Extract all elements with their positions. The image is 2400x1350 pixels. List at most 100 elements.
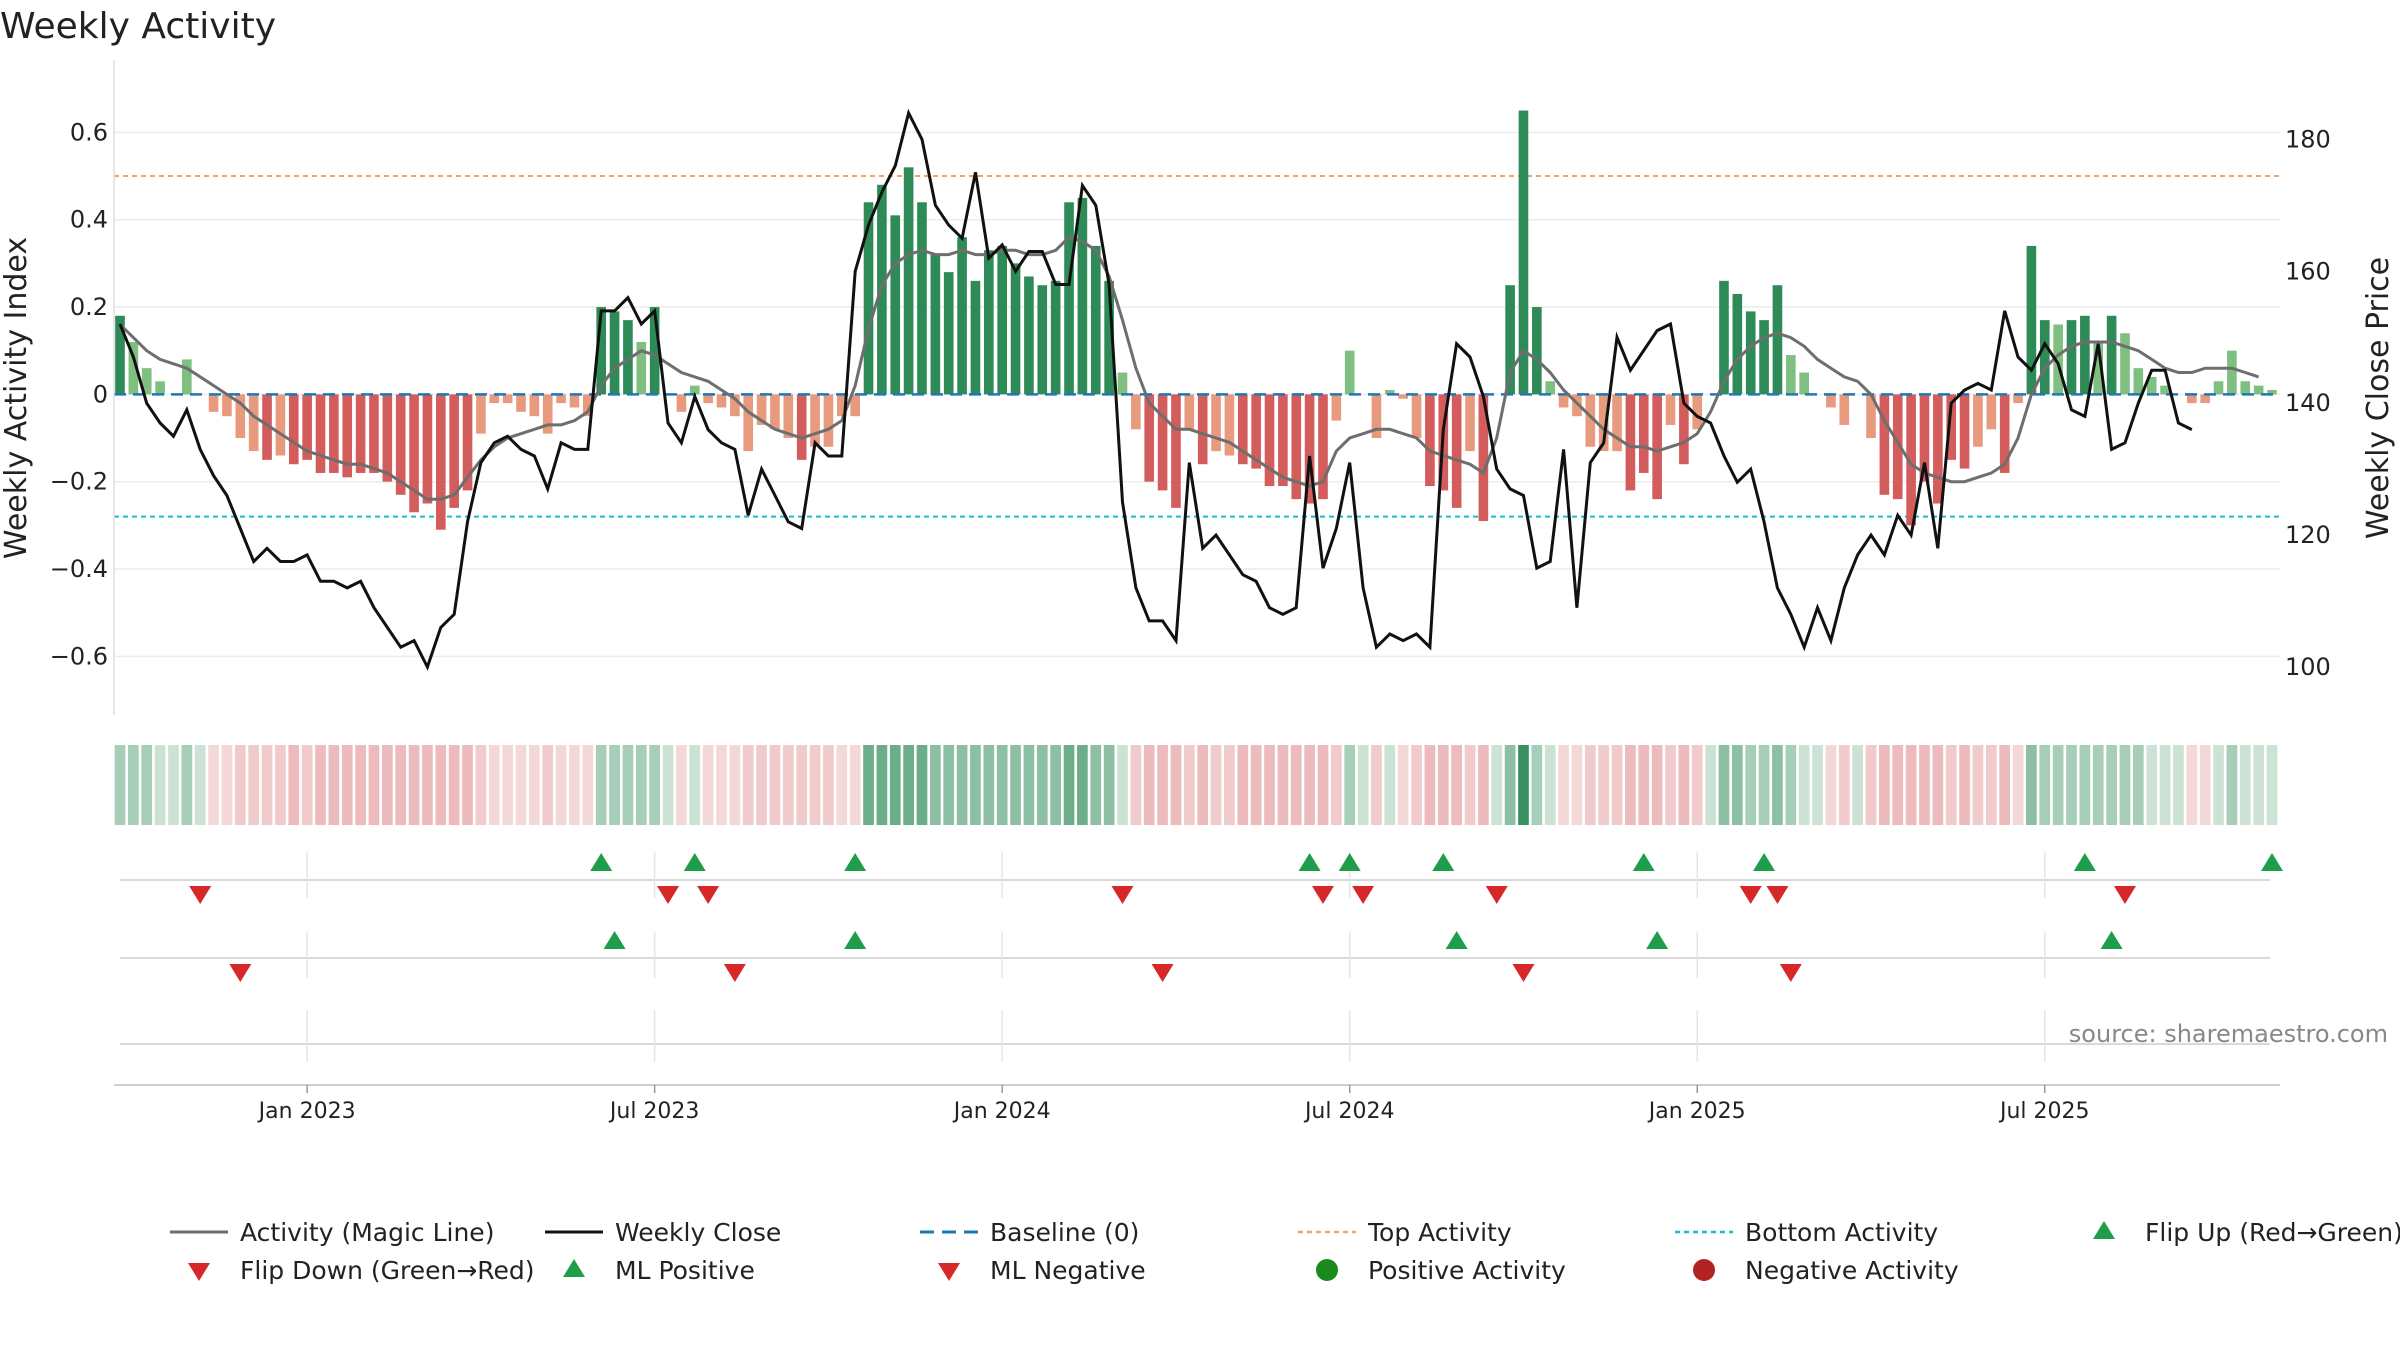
activity-bar — [1398, 394, 1408, 399]
heat-cell — [1411, 745, 1422, 825]
activity-bar — [1665, 394, 1676, 425]
activity-bar — [770, 394, 780, 430]
activity-bar — [182, 359, 192, 395]
heat-cell — [1010, 745, 1021, 825]
flip-down-legend-label: Flip Down (Green→Red) — [240, 1256, 535, 1285]
flip-down-marker — [1111, 886, 1134, 904]
heat-cell — [622, 745, 634, 825]
heat-cell — [1130, 745, 1142, 825]
heat-cell — [2253, 745, 2264, 825]
activity-bar — [1532, 307, 1542, 395]
x-tick-label: Jan 2025 — [1647, 1099, 1746, 1124]
legend-item-flip-up: Flip Up (Red→Green) — [2093, 1218, 2400, 1247]
activity-bar — [743, 394, 754, 452]
activity-bar — [208, 394, 219, 412]
left-tick-label: −0.2 — [50, 468, 108, 496]
heat-cell — [809, 745, 821, 825]
heat-cell — [1558, 745, 1569, 825]
activity-bar — [1906, 394, 1916, 526]
activity-bar — [1652, 394, 1662, 500]
heat-cell — [635, 745, 647, 825]
heat-cell — [796, 745, 808, 825]
activity-bar — [783, 394, 794, 439]
activity-bar — [1278, 394, 1288, 487]
heat-cell — [1277, 745, 1289, 825]
heat-cell — [341, 745, 353, 825]
heat-cell — [2119, 745, 2131, 825]
heat-cell — [288, 745, 300, 825]
activity-bar — [2240, 381, 2251, 395]
heat-cell — [1050, 745, 1061, 825]
heat-cell — [462, 745, 473, 825]
x-tick-label: Jul 2023 — [608, 1099, 700, 1124]
heat-cell — [1250, 745, 1262, 825]
activity-bar — [222, 394, 232, 417]
activity-bar — [730, 394, 740, 417]
heat-cell — [983, 745, 995, 825]
left-tick-label: 0.4 — [70, 206, 108, 234]
activity-bar — [115, 315, 125, 395]
heat-cell — [1705, 745, 1716, 825]
activity-bar — [970, 280, 981, 395]
heat-cell — [1865, 745, 1877, 825]
heat-cell — [502, 745, 513, 825]
heat-cell — [742, 745, 754, 825]
activity-bar — [1184, 394, 1195, 430]
heat-cell — [194, 745, 206, 825]
activity-bar — [756, 394, 767, 425]
heat-cell — [422, 745, 433, 825]
x-tick-label: Jan 2024 — [952, 1099, 1051, 1124]
baseline-legend-label: Baseline (0) — [990, 1218, 1139, 1247]
activity-bar — [1518, 110, 1529, 395]
heat-cell — [515, 745, 527, 825]
heat-cell — [1879, 745, 1890, 825]
ml-positive-marker — [844, 931, 867, 949]
heat-cell — [716, 745, 727, 825]
activity-bar — [275, 394, 286, 456]
top-activity-legend-label: Top Activity — [1367, 1218, 1512, 1247]
left-axis-label: Weekly Activity Index — [0, 237, 34, 559]
activity-bar — [1465, 394, 1475, 452]
legend: Activity (Magic Line) Weekly Close Baselin… — [170, 1218, 2400, 1285]
activity-bar — [1745, 311, 1756, 395]
activity-bar — [1839, 394, 1850, 425]
heat-cell — [970, 745, 981, 825]
heat-cell — [1090, 745, 1102, 825]
heat-cell — [1397, 745, 1409, 825]
x-axis-ticks: Jan 2023 Jul 2023 Jan 2024 Jul 2024 Jan 2025… — [257, 1085, 2090, 1124]
activity-bar — [502, 394, 513, 404]
activity-bar — [583, 394, 593, 417]
heat-cell — [1852, 745, 1863, 825]
heat-cell — [1785, 745, 1797, 825]
heat-cell — [328, 745, 340, 825]
heat-cell — [154, 745, 166, 825]
activity-bar — [2133, 368, 2144, 395]
heat-cell — [1197, 745, 1209, 825]
heat-cell — [1384, 745, 1396, 825]
heat-cell — [1651, 745, 1663, 825]
heat-cell — [1344, 745, 1356, 825]
heat-cell — [1157, 745, 1168, 825]
heat-cell — [1237, 745, 1249, 825]
activity-bar — [2053, 324, 2063, 395]
heat-cell — [168, 745, 179, 825]
flip-up-marker — [1753, 853, 1776, 871]
activity-bar — [369, 394, 379, 473]
heat-cell — [234, 745, 246, 825]
heat-cell — [2186, 745, 2198, 825]
activity-bar — [917, 202, 927, 395]
heat-cell — [114, 745, 126, 825]
negative-activity-legend-icon — [1693, 1259, 1715, 1281]
flip-down-marker — [1352, 886, 1375, 904]
flip-down-marker — [1766, 886, 1789, 904]
activity-bar — [2200, 394, 2210, 404]
heat-cell — [2066, 745, 2077, 825]
heat-cell — [1892, 745, 1904, 825]
flip-down-marker — [2113, 886, 2136, 904]
activity-bar — [1826, 394, 1836, 408]
heat-cell — [849, 745, 861, 825]
activity-bar — [1919, 394, 1930, 482]
ml-positive-marker — [603, 931, 626, 949]
activity-bar — [1732, 293, 1743, 395]
